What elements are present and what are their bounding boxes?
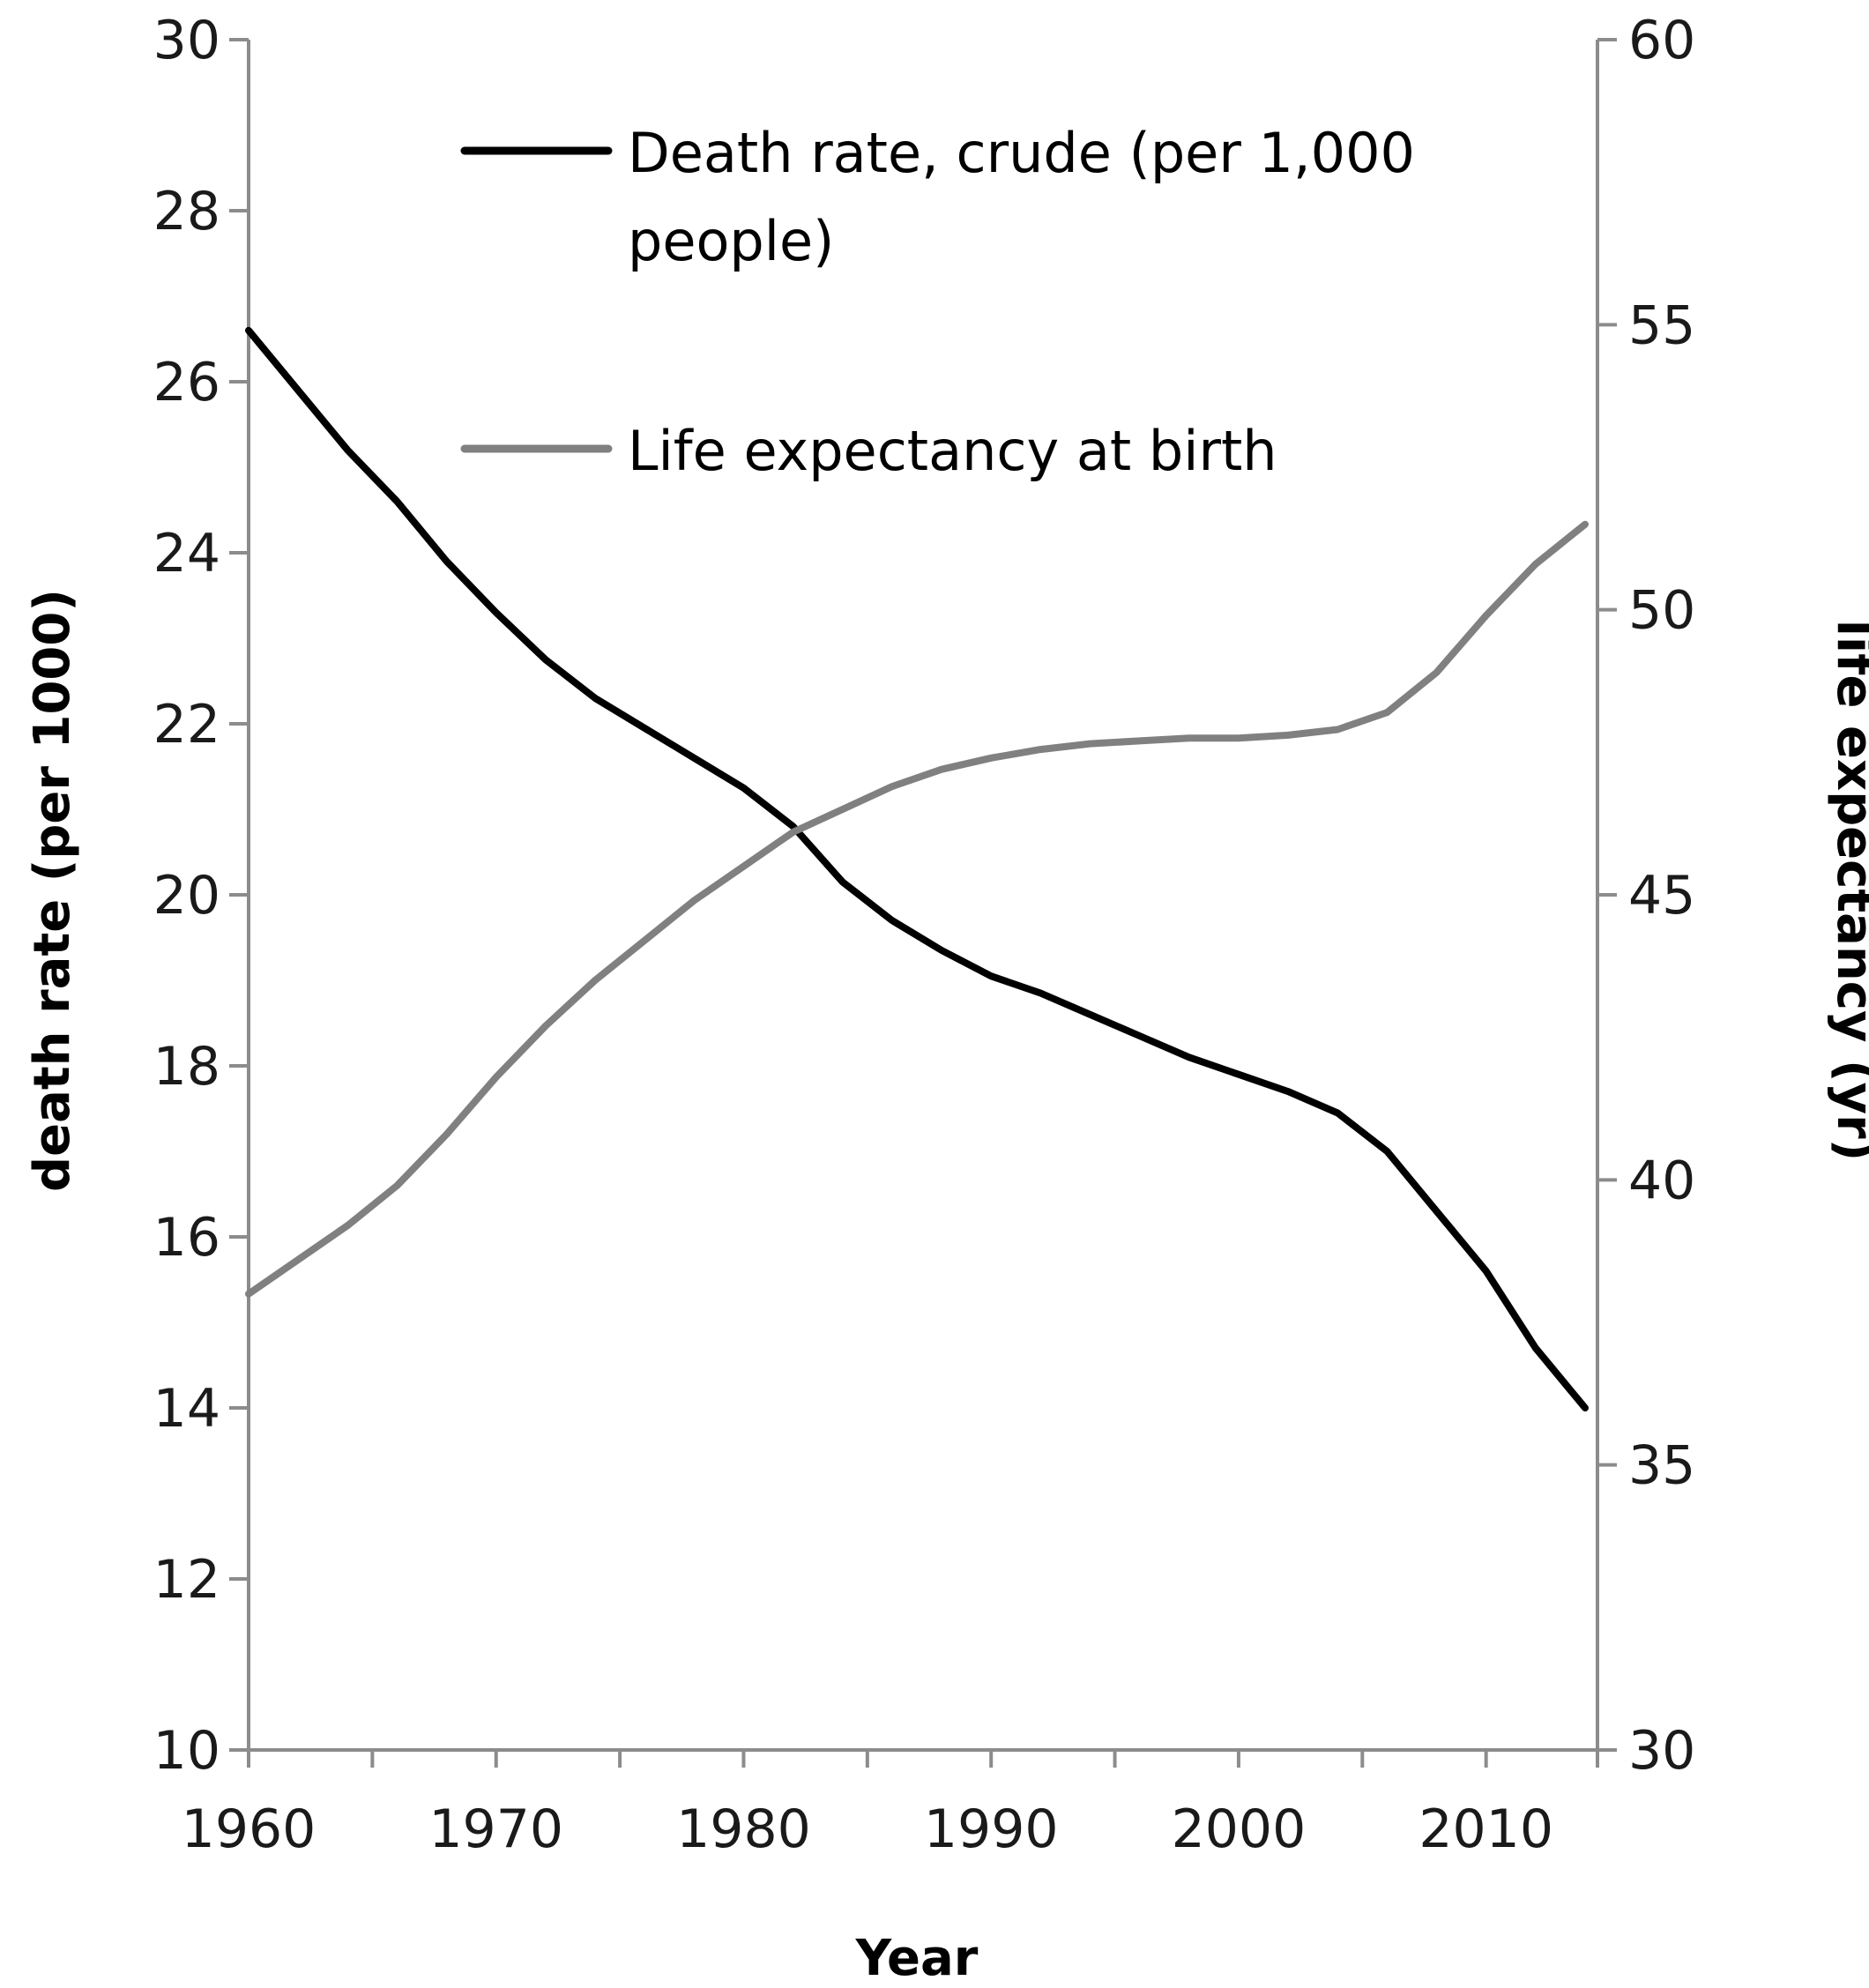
y-tick-label-right: 55: [1628, 294, 1695, 356]
y-tick-label-left: 26: [153, 352, 220, 413]
y-axis-title-left: death rate (per 1000): [24, 589, 81, 1192]
axes: 10 12 14 16 18 20 22 24 26 28 30 30 35 40 45 50 55 60 1960…: [153, 10, 1696, 1860]
legend: Death rate, crude (per 1,000 people) Life …: [460, 121, 1415, 483]
y-tick-label-right: 50: [1628, 580, 1695, 642]
legend-label-death-rate: Death rate, crude (per 1,000 people): [628, 121, 1415, 273]
y-tick-label-left: 20: [153, 865, 220, 927]
legend-label-life-expectancy: Life expectancy at birth: [628, 419, 1277, 483]
x-tick-label: 2010: [1419, 1798, 1553, 1860]
y-tick-label-left: 24: [153, 523, 220, 584]
y-tick-label-right: 35: [1628, 1435, 1695, 1497]
y-tick-label-left: 22: [153, 694, 220, 756]
y-tick-label-left: 30: [153, 10, 220, 71]
series-layer: [245, 326, 1589, 1411]
x-tick-label: 1980: [676, 1798, 811, 1860]
y-tick-label-right: 30: [1628, 1720, 1695, 1782]
y-tick-label-left: 18: [153, 1036, 220, 1098]
x-tick-label: 2000: [1172, 1798, 1307, 1860]
y-tick-label-left: 14: [153, 1378, 220, 1440]
y-tick-label-right: 60: [1628, 10, 1695, 71]
y-axis-title-right: life expectancy (yr): [1826, 620, 1869, 1162]
series-line-death-rate: [245, 326, 1589, 1411]
x-axis-title: Year: [855, 1930, 979, 1987]
y-tick-label-right: 45: [1628, 865, 1695, 927]
y-tick-label-left: 10: [153, 1720, 220, 1782]
y-tick-label-left: 12: [153, 1549, 220, 1611]
y-tick-label-left: 28: [153, 181, 220, 242]
x-tick-label: 1970: [428, 1798, 563, 1860]
x-tick-label: 1960: [182, 1798, 316, 1860]
y-tick-label-left: 16: [153, 1207, 220, 1269]
x-tick-label: 1990: [924, 1798, 1059, 1860]
y-tick-label-right: 40: [1628, 1150, 1695, 1211]
series-line-life-expectancy: [245, 520, 1589, 1298]
